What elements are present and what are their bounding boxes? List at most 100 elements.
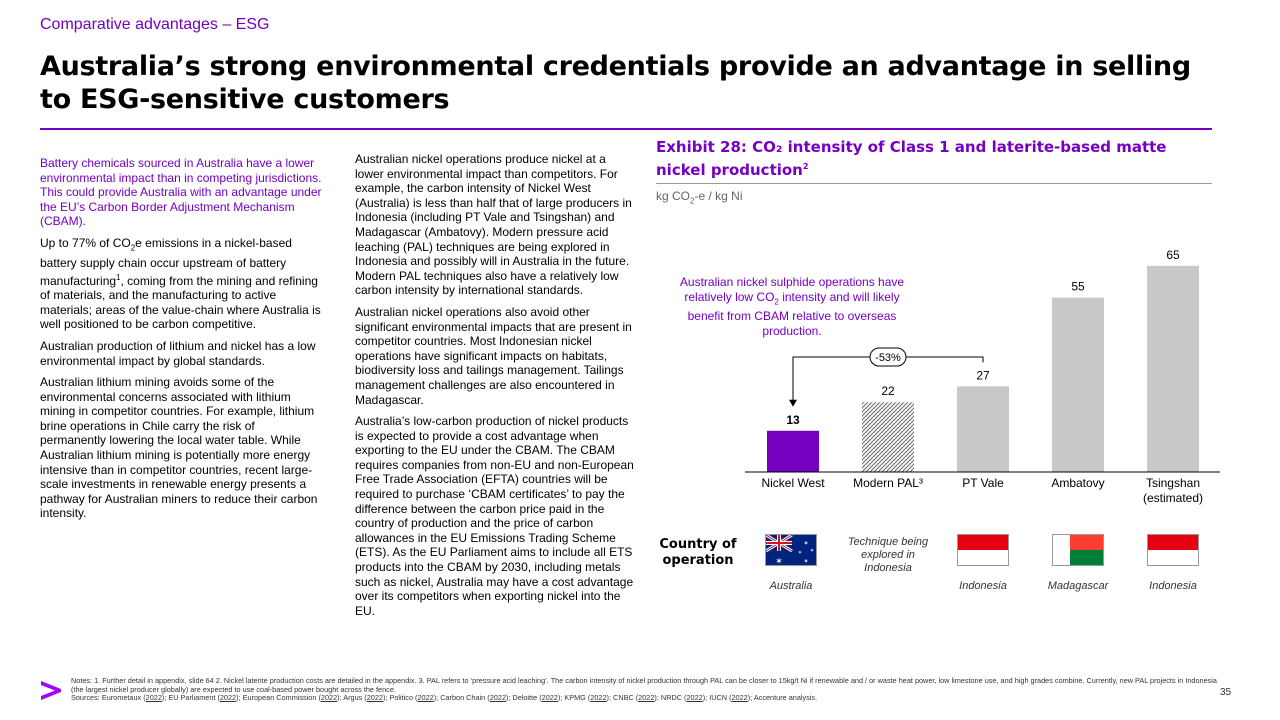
bar-1 <box>862 402 914 472</box>
exhibit-title: Exhibit 28: CO₂ intensity of Class 1 and… <box>656 138 1212 180</box>
source-name: European Commission ( <box>242 693 321 703</box>
text-fragment: Australian nickel sulphide operations ha… <box>679 275 905 304</box>
paragraph-nickel-operations: Australian nickel operations produce nic… <box>355 152 632 298</box>
source-name: Carbon Chain ( <box>440 693 490 703</box>
bar-value-label: 65 <box>1166 248 1180 262</box>
svg-text:✶: ✶ <box>803 540 808 547</box>
flag-green-band <box>1069 550 1103 565</box>
source-year-link[interactable]: 2022 <box>638 693 655 703</box>
bar-3 <box>1052 297 1104 472</box>
subscript: 2 <box>774 296 779 306</box>
lead-paragraph: Battery chemicals sourced in Australia h… <box>40 156 322 229</box>
source-citation: IUCN (2022); <box>709 693 754 702</box>
paragraph-environmental-impacts: Australian nickel operations also avoid … <box>355 304 632 407</box>
source-citation: Eurometaux (2022); <box>102 693 169 702</box>
category-label: Modern PAL³ <box>853 476 923 490</box>
middle-text-column: Australian nickel operations produce nic… <box>355 152 637 625</box>
footnote-ref: 2 <box>802 162 809 171</box>
source-citation: KPMG (2022); <box>564 693 613 702</box>
australia-flag-icon: ✶ ✶ ✶ ✶ ✶ <box>765 534 817 566</box>
footnote-ref: 1 <box>116 272 121 282</box>
country-label-madagascar: Madagascar <box>1047 580 1109 592</box>
subscript: 2 <box>690 196 695 206</box>
notes-text: Notes: 1. Further detail in appendix, sl… <box>71 676 1217 694</box>
category-label: PT Vale <box>962 476 1004 490</box>
text-fragment: -e / kg Ni <box>694 189 743 203</box>
category-sublabel: (estimated) <box>1143 491 1203 505</box>
source-name: Deloitte ( <box>512 693 542 703</box>
source-citation: EU Parliament (2022); <box>168 693 242 702</box>
source-sep: ); <box>747 693 754 703</box>
source-sep: ); <box>382 693 390 703</box>
svg-text:✶: ✶ <box>803 558 808 565</box>
sources-label: Sources: <box>71 693 102 703</box>
source-year-link[interactable]: 2022 <box>541 693 558 703</box>
source-name: Eurometaux ( <box>101 693 146 703</box>
source-name: EU Parliament ( <box>168 693 220 703</box>
left-text-column: Battery chemicals sourced in Australia h… <box>40 156 322 528</box>
source-year-link[interactable]: 2022 <box>320 693 338 703</box>
source-name: NRDC ( <box>660 693 687 703</box>
chart-unit-label: kg CO2-e / kg Ni <box>656 189 742 205</box>
text-fragment: , coming from the mining and refining of… <box>40 273 321 332</box>
category-label: Ambatovy <box>1051 476 1104 490</box>
page-title: Australia’s strong environmental credent… <box>40 51 1191 115</box>
source-sep: ); <box>505 693 513 703</box>
source-sep: ); <box>337 693 344 703</box>
category-label: Nickel West <box>761 476 825 490</box>
source-year-link[interactable]: 2022 <box>590 693 607 703</box>
source-citation: Deloitte (2022); <box>512 693 564 702</box>
country-label-indonesia: Indonesia <box>1149 580 1197 592</box>
source-year-link[interactable]: 2022 <box>686 693 703 703</box>
svg-text:✶: ✶ <box>810 548 814 554</box>
title-divider <box>40 128 1212 130</box>
svg-text:✶: ✶ <box>775 556 783 566</box>
sources-tail: Accenture analysis. <box>753 693 818 703</box>
flag-red-band <box>1069 535 1103 550</box>
difference-arrowhead <box>789 399 797 407</box>
footnotes: Notes: 1. Further detail in appendix, sl… <box>71 676 1221 703</box>
difference-annotation: -53% <box>789 347 984 407</box>
source-sep: ); <box>606 693 614 703</box>
bar-2 <box>957 386 1009 472</box>
source-citation: CNBC (2022); <box>613 693 661 702</box>
source-sep: ); <box>654 693 661 703</box>
bar-0 <box>767 430 819 472</box>
source-year-link[interactable]: 2022 <box>417 693 434 703</box>
source-year-link[interactable]: 2022 <box>145 693 162 703</box>
country-of-operation-label: Country of operation <box>659 537 737 568</box>
sources-line: Sources: Eurometaux (2022); EU Parliamen… <box>71 693 1221 703</box>
bar-value-label: 13 <box>786 413 800 427</box>
paragraph-lithium: Australian lithium mining avoids some of… <box>40 375 318 521</box>
bar-value-label: 27 <box>976 368 990 382</box>
paragraph-cbam: Australia’s low-carbon production of nic… <box>355 414 634 618</box>
bar-group: 13 Nickel West 22 Modern PAL³ 27 PT Vale 55 Amb… <box>761 248 1203 505</box>
source-year-link[interactable]: 2022 <box>489 693 506 703</box>
text-fragment: e emissions in a nickel-based battery su… <box>40 235 292 288</box>
difference-label-box <box>869 347 907 367</box>
source-name: KPMG ( <box>564 693 591 703</box>
bar-value-label: 22 <box>881 384 895 398</box>
bar-4 <box>1147 265 1199 472</box>
source-name: IUCN ( <box>709 693 732 703</box>
source-sep: ); <box>557 693 565 703</box>
page-number: 35 <box>1220 687 1232 698</box>
exhibit-title-text: Exhibit 28: CO₂ intensity of Class 1 and… <box>656 138 1167 179</box>
source-sep: ); <box>236 693 243 703</box>
madagascar-flag-icon <box>1052 534 1104 566</box>
source-citation: Politico (2022); <box>389 693 440 702</box>
country-label-indonesia: Indonesia <box>959 580 1007 592</box>
country-label-australia: Australia <box>769 580 813 592</box>
text-fragment: Up to 77% of CO <box>40 235 131 250</box>
source-year-link[interactable]: 2022 <box>731 693 748 703</box>
svg-text:✶: ✶ <box>798 550 802 556</box>
source-citation: Argus (2022); <box>343 693 389 702</box>
source-sep: ); <box>161 693 169 703</box>
source-year-link[interactable]: 2022 <box>366 693 383 703</box>
source-year-link[interactable]: 2022 <box>219 693 237 703</box>
source-sep: ); <box>433 693 441 703</box>
indonesia-flag-icon <box>1147 534 1199 566</box>
indonesia-flag-icon <box>957 534 1009 566</box>
source-name: Argus ( <box>343 693 367 703</box>
australia-flag-graphic: ✶ ✶ ✶ ✶ ✶ <box>766 535 816 566</box>
